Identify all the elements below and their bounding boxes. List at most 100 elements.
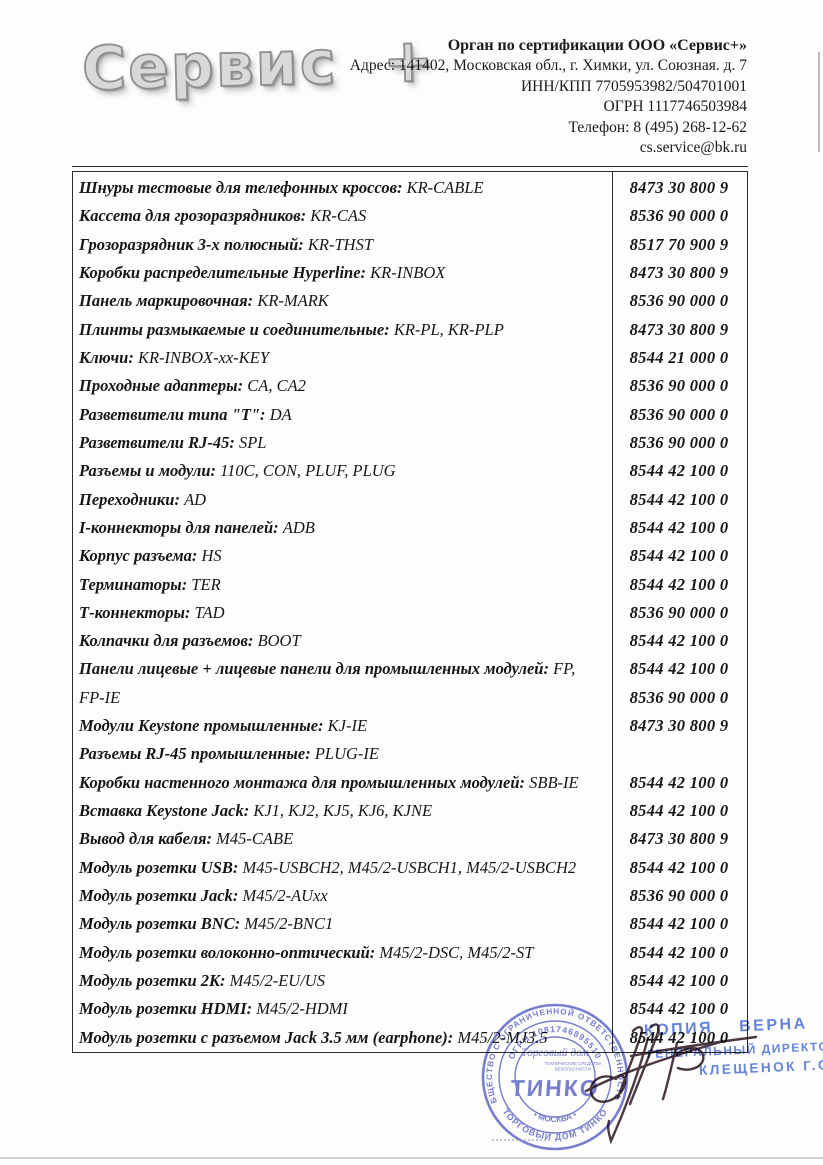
table-row: Вывод для кабеля: M45-CABE 8473 30 800 9 (73, 825, 747, 853)
product-models: FP-IE (79, 687, 121, 707)
product-label: Модуль розетки Jack: (79, 885, 239, 905)
product-models: BOOT (253, 631, 301, 651)
director-name: КЛЕЩЕНОК Г.С. (698, 1057, 823, 1078)
hs-code: 8473 30 800 9 (629, 319, 729, 339)
product-label: Разветвители типа "Т": (79, 404, 266, 424)
product-label: Модуль розетки USB: (79, 857, 239, 877)
seal-city-text: • МОСКВА • (532, 1110, 578, 1124)
scan-artifact-right-edge (818, 52, 820, 152)
product-models: M45/2-MJ3.5 (453, 1027, 548, 1047)
table-row: Корпус разъема: HS 8544 42 100 0 (73, 542, 747, 570)
hs-code: 8544 42 100 0 (629, 772, 729, 792)
hs-code: 8473 30 800 9 (629, 716, 729, 736)
hs-code: 8536 90 000 0 (629, 376, 729, 396)
table-row: Разветвители типа "Т": DA 8536 90 000 0 (73, 401, 747, 429)
product-label: Колпачки для разъемов: (79, 631, 254, 651)
org-email: cs.service@bk.ru (639, 139, 747, 157)
hs-code: 8544 42 100 0 (629, 970, 729, 990)
product-models: SBB-IE (525, 772, 579, 792)
product-models: PLUG-IE (310, 744, 379, 764)
product-label: Модуль розетки с разъемом Jack 3.5 мм (e… (79, 1027, 454, 1047)
table-row: Коробки распределительные Hyperline: KR-… (73, 259, 747, 287)
product-models: CA, CA2 (243, 376, 306, 396)
org-phone: Телефон: 8 (495) 268-12-62 (568, 118, 747, 136)
org-ogrn: ОГРН 1117746503984 (603, 98, 747, 116)
product-models: M45-USBCH2, M45/2-USBCH1, M45/2-USBCH2 (238, 857, 577, 877)
hs-code: 8536 90 000 0 (629, 206, 729, 226)
product-label: Вывод для кабеля: (79, 829, 213, 849)
hs-code: 8473 30 800 9 (629, 829, 729, 849)
table-row: FP-IE 8536 90 000 0 (73, 684, 747, 712)
table-rows: Шнуры тестовые для телефонных кроссов: K… (73, 172, 747, 1052)
hs-code: 8536 90 000 0 (629, 687, 729, 707)
svg-text:• МОСКВА •: • МОСКВА • (532, 1110, 578, 1124)
svg-text:ТОРГОВЫЙ ДОМ ТИНКО: ТОРГОВЫЙ ДОМ ТИНКО (501, 1107, 610, 1142)
table-row: Плинты размыкаемые и соединительные: KR-… (73, 316, 747, 344)
seal-outer-bottom-text: ТОРГОВЫЙ ДОМ ТИНКО (501, 1107, 609, 1142)
table-column-divider (611, 172, 614, 1052)
product-models: TER (187, 574, 221, 594)
table-row: Кассета для грозоразрядников: KR-CAS 853… (73, 202, 747, 230)
product-models: M45/2-HDMI (252, 999, 348, 1019)
table-row: Вставка Keystone Jack: KJ1, KJ2, KJ5, KJ… (73, 797, 747, 825)
hs-code: 8536 90 000 0 (629, 404, 729, 424)
product-label: Разъемы RJ-45 промышленные: (79, 744, 311, 764)
seal-center-small-2: БЕЗОПАСНОСТИ (555, 1067, 591, 1072)
hs-code: 8473 30 800 9 (629, 178, 729, 198)
product-models: KR-CAS (306, 206, 367, 226)
product-label: Т-коннекторы: (79, 602, 191, 622)
product-models: KJ1, KJ2, KJ5, KJ6, KJNE (249, 801, 433, 821)
seal-center-small-1: ТЕХНИЧЕСКИЕ СРЕДСТВА (544, 1061, 601, 1066)
hs-code: 8544 42 100 0 (629, 914, 729, 934)
product-label: Модуль розетки волоконно-оптический: (79, 942, 376, 962)
product-label: Коробки распределительные Hyperline: (79, 263, 367, 283)
product-models: TAD (190, 602, 225, 622)
table-row: Проходные адаптеры: CA, CA2 8536 90 000 … (73, 372, 747, 400)
table-row: Модуль розетки волоконно-оптический: M45… (73, 938, 747, 966)
seal-center-logo: ТИНКО (510, 1075, 601, 1101)
product-models: KR-CABLE (402, 178, 484, 198)
product-label: Грозоразрядник 3-х полюсный: (79, 234, 304, 254)
product-label: Шнуры тестовые для телефонных кроссов: (79, 178, 403, 198)
product-models: M45-CABE (212, 829, 294, 849)
verna-word: ВЕРНА (738, 1015, 809, 1036)
table-row: Грозоразрядник 3-х полюсный: KR-THST 851… (73, 231, 747, 259)
hs-code: 8473 30 800 9 (629, 263, 729, 283)
table-row: Разъемы и модули: 110C, CON, PLUF, PLUG … (73, 457, 747, 485)
product-label: Ключи: (79, 348, 134, 368)
hs-code: 8544 42 100 0 (629, 461, 729, 481)
product-models: M45/2-DSC, M45/2-ST (375, 942, 534, 962)
org-name: Орган по сертификации ООО «Сервис+» (447, 37, 747, 54)
product-label: Терминаторы: (79, 574, 188, 594)
product-models: KR-INBOX (366, 263, 446, 283)
org-address: Адрес: 141402, Московская обл., г. Химки… (349, 57, 747, 75)
product-label: Модули Keystone промышленные: (79, 716, 324, 736)
hs-code: 8536 90 000 0 (629, 885, 729, 905)
table-row: Модуль розетки USB: M45-USBCH2, M45/2-US… (73, 854, 747, 882)
product-models: KR-THST (303, 234, 374, 254)
product-label: Панель маркировочная: (79, 291, 254, 311)
product-label: Плинты размыкаемые и соединительные: (79, 319, 390, 339)
product-label: Корпус разъема: (79, 546, 198, 566)
hs-code: 8544 42 100 0 (629, 857, 729, 877)
product-models: HS (197, 546, 222, 566)
product-models: M45/2-AUxx (238, 885, 328, 905)
hs-code: 8536 90 000 0 (629, 291, 729, 311)
product-label: Модуль розетки BNC: (79, 914, 241, 934)
table-row: Модуль розетки 2K: M45/2-EU/US 8544 42 1… (73, 967, 747, 995)
table-row: I-коннекторы для панелей: ADB 8544 42 10… (73, 514, 747, 542)
scan-artifact-bottom-edge (0, 1157, 823, 1159)
hs-code: 8544 42 100 0 (629, 517, 729, 537)
product-models: DA (265, 404, 292, 424)
table-row: Модуль розетки Jack: M45/2-AUxx 8536 90 … (73, 882, 747, 910)
table-row: Терминаторы: TER 8544 42 100 0 (73, 570, 747, 598)
product-models: ADB (278, 517, 315, 537)
org-inn-kpp: ИНН/КПП 7705953982/504701001 (520, 77, 747, 95)
hs-code: 8544 42 100 0 (629, 659, 729, 679)
hs-code: 8536 90 000 0 (629, 432, 729, 452)
hs-code: 8544 42 100 0 (629, 1027, 729, 1047)
product-models: M45/2-EU/US (225, 970, 325, 990)
product-models: M45/2-BNC1 (240, 914, 334, 934)
product-models: KR-INBOX-xx-KEY (133, 348, 270, 368)
